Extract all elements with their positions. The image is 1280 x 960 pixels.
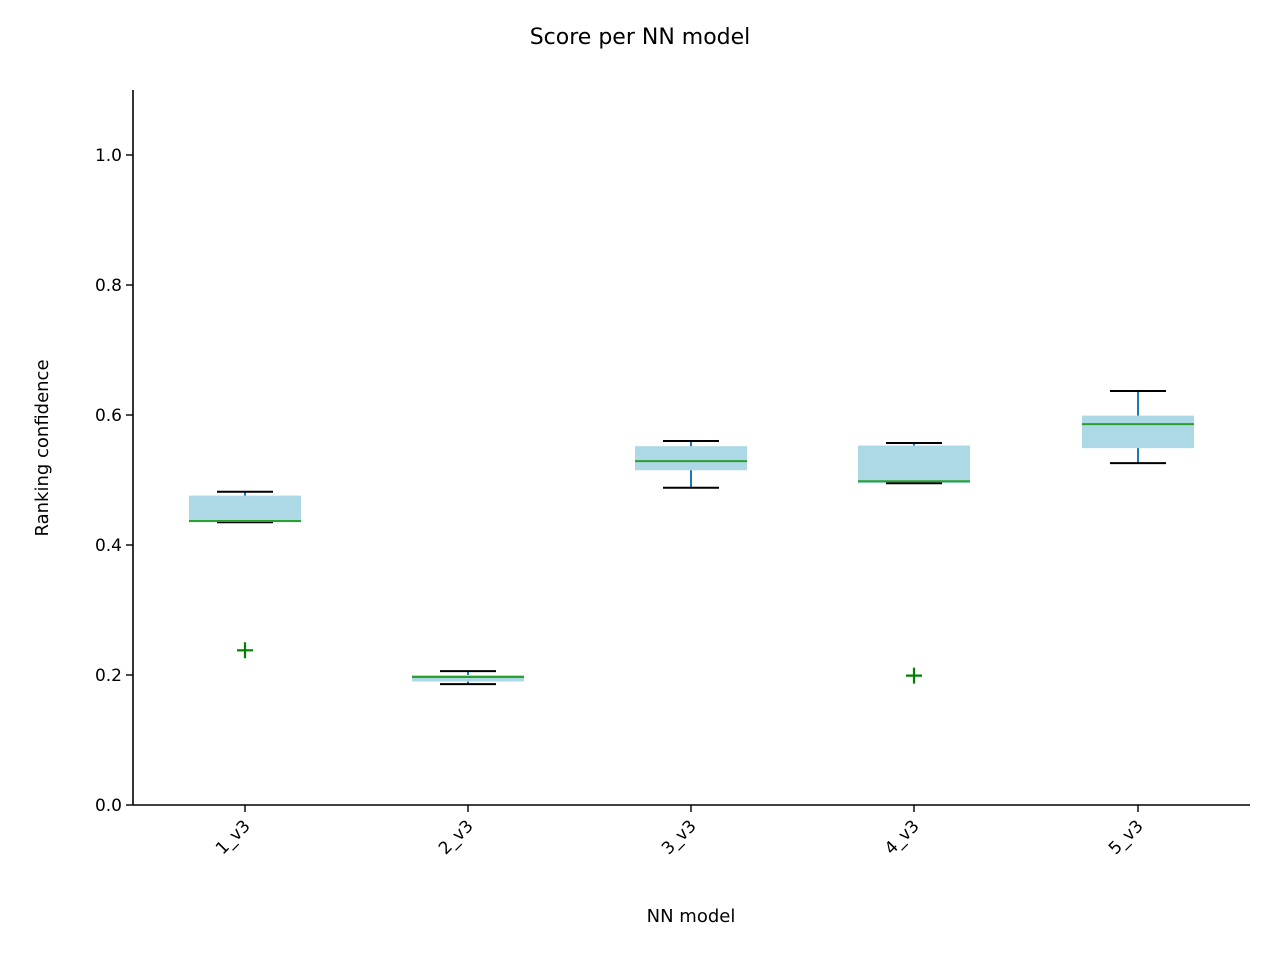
x-axis-label: NN model <box>647 906 736 927</box>
box-iqr <box>635 446 747 471</box>
y-tick-label: 0.6 <box>95 406 122 426</box>
box-3_v3 <box>635 440 747 489</box>
x-tick-label: 3_v3 <box>658 816 701 859</box>
outlier-marker <box>906 667 922 684</box>
chart-title: Score per NN model <box>530 25 751 50</box>
y-tick-label: 1.0 <box>95 146 122 166</box>
box-5_v3 <box>1082 389 1194 465</box>
x-tick-label: 5_v3 <box>1105 816 1148 859</box>
box-1_v3 <box>189 490 301 659</box>
y-tick-label: 0.2 <box>95 666 122 686</box>
x-tick-label: 2_v3 <box>435 816 478 859</box>
box-iqr <box>189 495 301 523</box>
box-iqr <box>858 445 970 484</box>
y-axis-label: Ranking confidence <box>32 359 53 536</box>
boxes-group <box>189 389 1194 686</box>
y-tick-label: 0.0 <box>95 796 122 816</box>
y-tick-label: 0.8 <box>95 276 122 296</box>
x-tick-label: 4_v3 <box>881 816 924 859</box>
x-ticks: 1_v3 2_v3 3_v3 4_v3 5_v3 <box>212 805 1148 859</box>
plot-area: 0.0 0.2 0.4 0.6 0.8 1.0 1_v3 2_v3 3_v3 4_v3 5_v3 <box>95 90 1250 859</box>
box-4_v3 <box>858 441 970 684</box>
x-tick-label: 1_v3 <box>212 816 255 859</box>
y-ticks: 0.0 0.2 0.4 0.6 0.8 1.0 <box>95 146 133 816</box>
box-iqr <box>1082 415 1194 449</box>
box-iqr <box>412 675 524 682</box>
outlier-marker <box>237 642 253 659</box>
y-tick-label: 0.4 <box>95 536 122 556</box>
box-2_v3 <box>412 670 524 686</box>
